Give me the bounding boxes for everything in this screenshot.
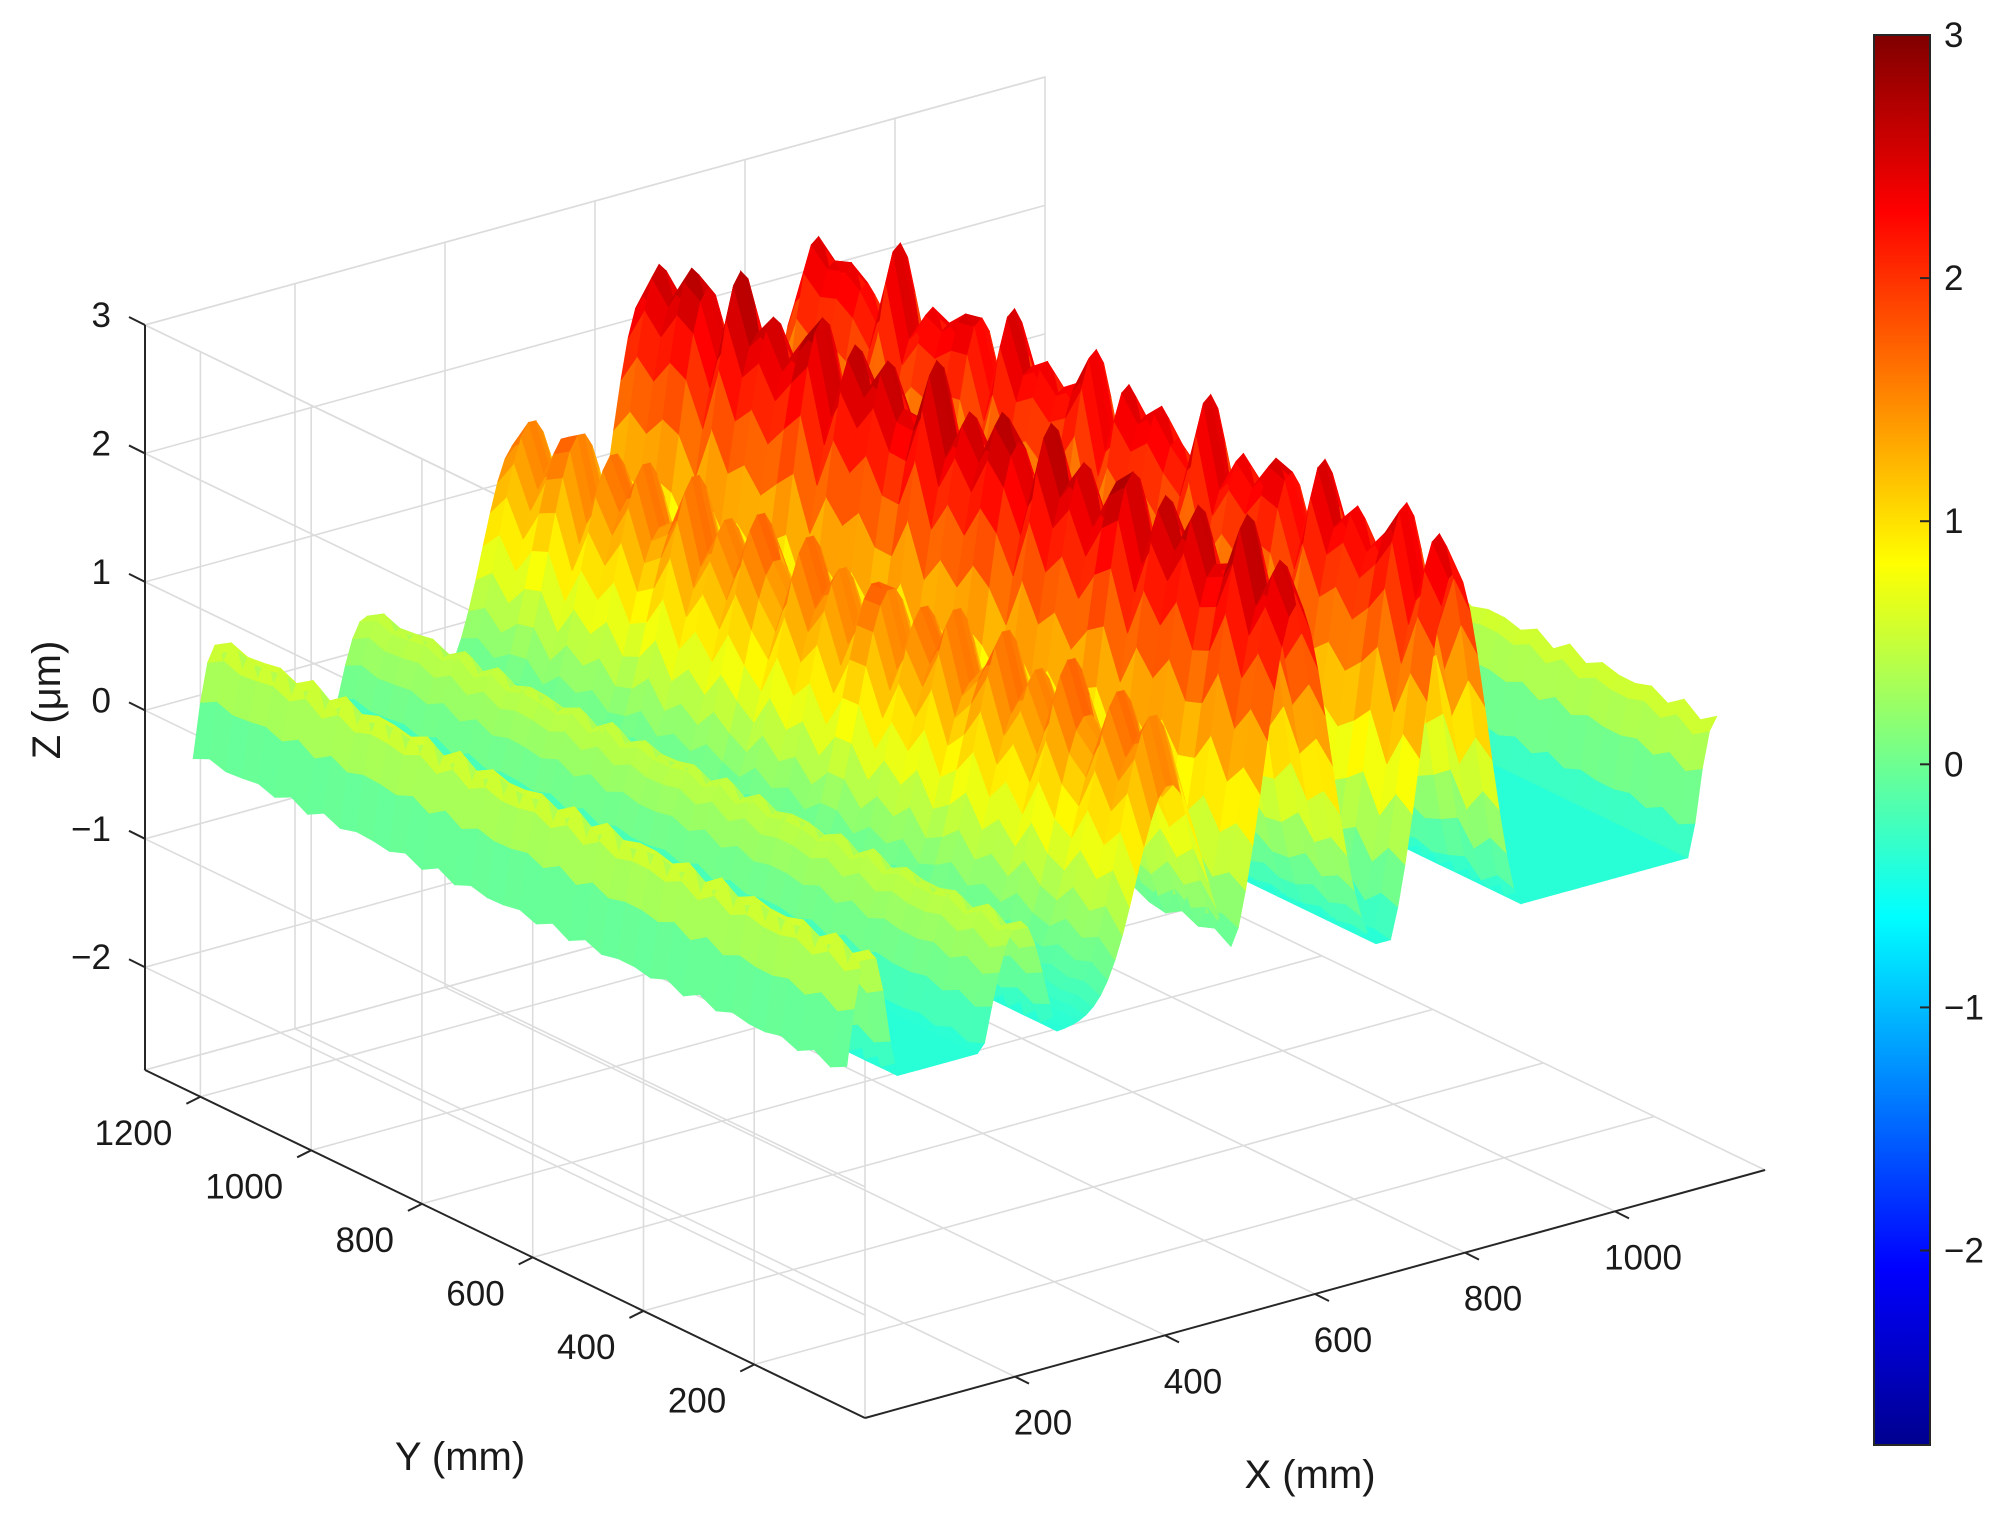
x-tick-mark [1614,1210,1630,1220]
y-tick-mark [185,1095,201,1105]
y-tick-label: 1000 [205,1167,283,1206]
x-gridline [444,242,1166,1337]
y-tick-mark [629,1310,644,1319]
x-tick-mark [1014,1375,1030,1385]
z-tick-label: 1 [92,553,111,592]
colorbar: −2 −1 0 1 2 3 [1873,16,1984,1446]
y-tick-mark [518,1256,534,1266]
z-tick-label: −1 [71,810,111,849]
x-tick-label: 1000 [1604,1238,1682,1277]
z-tick-mark [128,829,146,840]
y-tick-label: 800 [336,1221,394,1260]
colorbar-scale [1873,34,1931,1446]
z-tick-label: −2 [71,938,111,977]
z-tick-label: 0 [92,681,111,720]
colorbar-tick-label: −2 [1944,1232,1984,1271]
z-tick-label: 3 [92,296,111,335]
x-tick-label: 400 [1164,1362,1222,1401]
x-axis-label: X (mm) [1244,1453,1375,1497]
y-tick-label: 400 [557,1328,615,1367]
z-tick-mark [128,444,146,455]
y-axis-line [144,1069,866,1419]
x-tick-mark [1464,1251,1480,1261]
x-tick-label: 600 [1314,1321,1372,1360]
y-tick-label: 1200 [95,1114,173,1153]
colorbar-tick-label: −1 [1944,988,1984,1027]
colorbar-tick-label: 0 [1944,745,1963,784]
z-tick-mark [128,573,146,583]
x-tick-mark [1314,1293,1330,1302]
y-tick-mark [407,1202,423,1212]
z-tick-mark [128,701,146,712]
colorbar-tick-label: 2 [1944,259,1963,298]
z-tick-mark [128,316,146,326]
x-tick-mark [1164,1334,1180,1344]
x-tick-label: 800 [1464,1280,1522,1319]
y-tick-label: 200 [668,1381,726,1420]
colorbar-tick-label: 1 [1944,502,1963,541]
y-tick-mark [739,1363,755,1373]
z-axis-label: Z (μm) [25,641,69,760]
y-tick-mark [296,1149,312,1159]
z-tick-mark [128,958,146,969]
z-tick-label: 2 [92,424,111,463]
colorbar-tick-label: 3 [1944,16,1963,55]
x-gridline [294,283,1016,1378]
surface-plot [192,235,1718,1077]
y-axis-label: Y (mm) [395,1435,525,1479]
y-tick-label: 600 [446,1274,504,1313]
x-tick-label: 200 [1014,1404,1072,1443]
